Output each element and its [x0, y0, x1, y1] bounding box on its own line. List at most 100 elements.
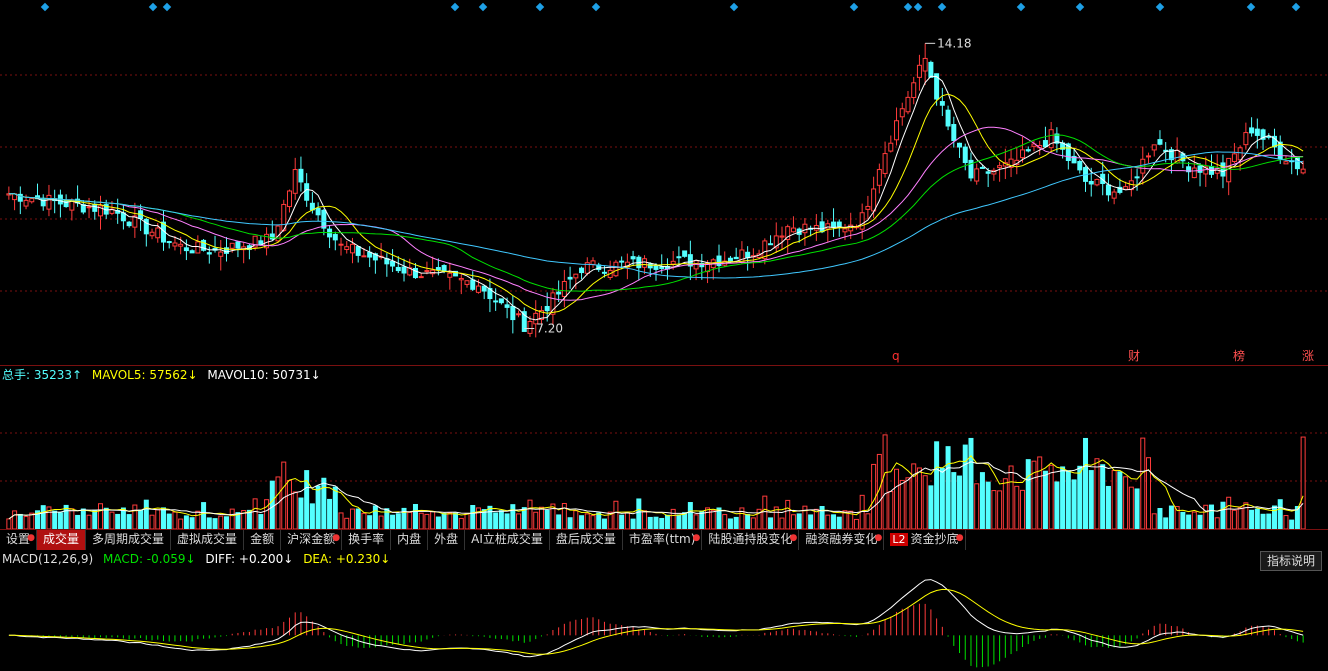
tab-3[interactable]: 虚拟成交量: [171, 530, 245, 550]
event-diamond-icon: [1075, 2, 1085, 12]
candle-body: [1157, 139, 1163, 145]
volume-bar: [132, 504, 138, 529]
volume-bar: [309, 503, 315, 529]
candle-body: [458, 277, 464, 281]
candle-body: [705, 262, 711, 273]
candle-body: [1105, 184, 1111, 196]
volume-bar: [974, 483, 980, 529]
indicator-tab-bar: 设置 ● 成交量 多周期成交量 虚拟成交量 金额 沪深金额 ● 换手率 内盘 外盘 AI立桩成交量 盘后…: [0, 529, 1328, 550]
candle-body: [1134, 176, 1140, 179]
tab-2[interactable]: 多周期成交量: [86, 530, 172, 550]
candle-body: [235, 241, 241, 249]
volume-bar: [166, 513, 172, 529]
candle-body: [687, 254, 693, 267]
volume-bar: [722, 514, 728, 529]
tab-0[interactable]: 设置 ●: [0, 530, 38, 550]
candle-body: [183, 247, 189, 252]
candle-body: [1254, 128, 1260, 136]
volume-bar: [596, 512, 602, 529]
volume-bar: [1105, 485, 1111, 529]
macd-chart[interactable]: [0, 568, 1328, 671]
tab-14[interactable]: L2 资金抄底 ●: [884, 530, 966, 550]
volume-bar: [911, 463, 917, 529]
volume-bar: [412, 503, 418, 529]
macd-panel[interactable]: [0, 568, 1328, 671]
ma30-line: [8, 134, 1304, 292]
tab-6[interactable]: 换手率: [342, 530, 392, 550]
volume-bar: [871, 463, 877, 529]
candle-body: [1042, 140, 1048, 148]
candle-body: [1008, 158, 1014, 168]
candle-body: [1100, 173, 1106, 184]
event-diamond-icon: [729, 2, 739, 12]
volume-bar: [183, 515, 189, 529]
candle-body: [1065, 143, 1071, 161]
volume-bar: [1111, 470, 1117, 529]
tab-dot-icon: ●: [332, 533, 341, 543]
volume-legend: 总手: 35233↑ MAVOL5: 57562↓ MAVOL10: 50731…: [2, 367, 327, 383]
tab-7[interactable]: 内盘: [391, 530, 429, 550]
volume-bar: [57, 512, 63, 529]
volume-bar: [338, 512, 344, 529]
candle-body: [1048, 129, 1054, 149]
kline-chart[interactable]: 14.18 7.20 q 财 榜 涨: [0, 0, 1328, 365]
candle-body: [1025, 149, 1031, 152]
tab-13[interactable]: 融资融券变化 ●: [799, 530, 885, 550]
candle-body: [888, 142, 894, 152]
volume-bar: [1249, 509, 1255, 529]
tab-4[interactable]: 金额: [244, 530, 282, 550]
candle-body: [63, 199, 69, 208]
volume-bar: [1008, 465, 1014, 529]
volume-panel[interactable]: [0, 383, 1328, 529]
volume-bar: [1214, 517, 1220, 529]
tab-1[interactable]: 成交量: [37, 530, 87, 550]
candle-body: [550, 292, 556, 315]
volume-bar: [1220, 501, 1226, 529]
volume-bar: [527, 499, 533, 529]
volume-bar: [52, 510, 58, 529]
candle-body: [464, 280, 470, 285]
event-marker-0: q: [892, 349, 900, 363]
candle-body: [676, 256, 682, 259]
event-diamond-icon: [1291, 2, 1301, 12]
volume-bar: [1134, 488, 1140, 529]
candle-body: [1077, 161, 1083, 171]
tab-10[interactable]: 盘后成交量: [550, 530, 623, 550]
volume-bar: [75, 514, 81, 529]
volume-bar: [567, 517, 573, 529]
tab-11[interactable]: 市盈率(ttm) ●: [623, 530, 703, 550]
volume-bar: [138, 509, 144, 529]
candle-body: [745, 251, 751, 259]
candle-body: [836, 221, 842, 227]
volume-bar: [384, 508, 390, 529]
candle-body: [304, 183, 310, 201]
kline-panel[interactable]: 14.18 7.20 q 财 榜 涨: [0, 0, 1328, 365]
tab-5[interactable]: 沪深金额 ●: [281, 530, 343, 550]
volume-bar: [1243, 502, 1249, 529]
volume-bar: [29, 512, 35, 529]
volume-bar: [1002, 478, 1008, 529]
volume-bar: [1272, 505, 1278, 529]
candle-body: [974, 168, 980, 182]
volume-bar: [464, 512, 470, 529]
volume-bar: [1060, 466, 1066, 529]
tab-12[interactable]: 陆股通持股变化 ●: [702, 530, 800, 550]
volume-bar: [321, 477, 327, 529]
volume-bar: [1203, 504, 1209, 529]
tab-8[interactable]: 外盘: [428, 530, 466, 550]
candle-body: [510, 305, 516, 321]
tab-dot-icon: ●: [27, 533, 36, 543]
volume-bar: [206, 517, 212, 529]
indicator-help-button[interactable]: 指标说明: [1259, 551, 1322, 571]
volume-chart[interactable]: [0, 383, 1328, 529]
volume-bar: [189, 517, 195, 529]
tab-label: 设置: [6, 532, 31, 546]
candle-body: [229, 242, 235, 249]
tab-9[interactable]: AI立桩成交量: [465, 530, 550, 550]
ma20-line: [8, 126, 1304, 301]
ma10-line: [8, 93, 1304, 314]
event-diamond-icon: [1155, 2, 1165, 12]
volume-bar: [1254, 508, 1260, 529]
tab-label: 成交量: [43, 532, 80, 546]
candle-body: [538, 310, 544, 320]
